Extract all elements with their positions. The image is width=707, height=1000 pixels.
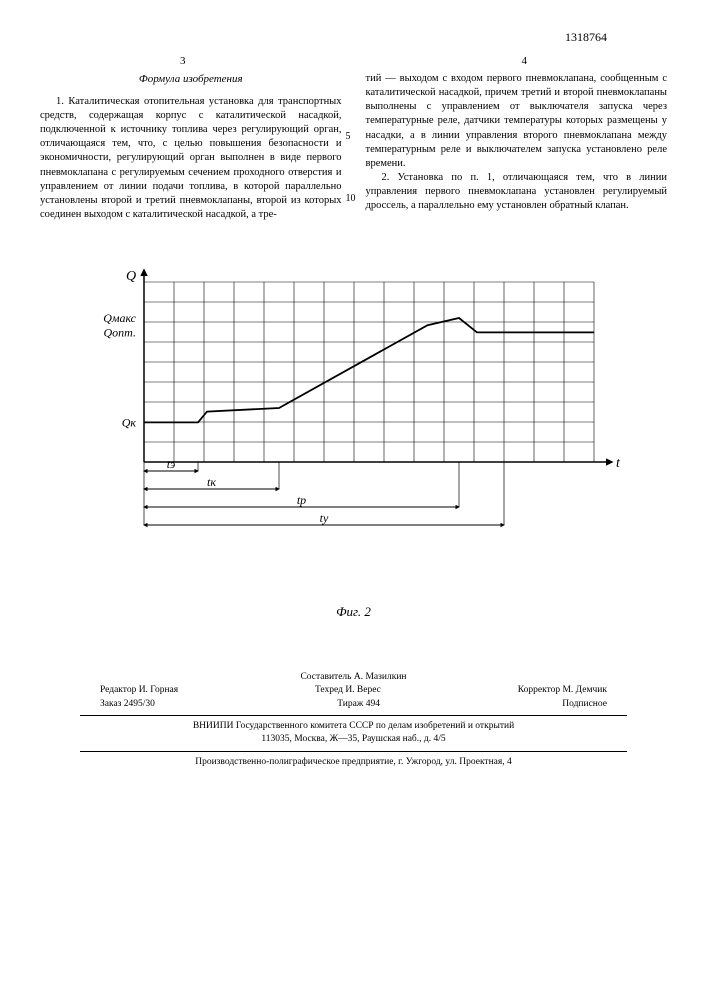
line-marker-5: 5 [346, 130, 351, 143]
claim-1-col2: тий — выходом с входом первого пневмокла… [366, 72, 668, 171]
chart-svg: Qt QмаксQопт. Qк tэ tк tрtу [74, 262, 634, 592]
footer-divider-1 [80, 715, 627, 716]
footer-order: Заказ 2495/30 [100, 698, 155, 711]
patent-number: 1318764 [40, 30, 667, 46]
footer-addr1: 113035, Москва, Ж—35, Раушская наб., д. … [40, 733, 667, 746]
svg-text:tэ: tэ [166, 457, 175, 471]
col-left-num: 3 [180, 54, 186, 68]
svg-text:Q: Q [126, 269, 136, 284]
body-text: 5 10 Формула изобретения 1. Каталитическ… [40, 72, 667, 222]
footer-editor: Редактор И. Горная [100, 684, 178, 697]
column-numbers: 3 4 [40, 54, 667, 68]
claims-title: Формула изобретения [40, 72, 342, 87]
svg-text:tу: tу [319, 511, 328, 525]
footer-org2: Производственно-полиграфическое предприя… [40, 756, 667, 769]
svg-text:tк: tк [207, 475, 216, 489]
footer: Составитель А. Мазилкин Редактор И. Горн… [40, 671, 667, 769]
footer-corrector: Корректор М. Демчик [518, 684, 607, 697]
figure-2: Qt QмаксQопт. Qк tэ tк tрtу Фиг. 2 [40, 262, 667, 621]
line-marker-10: 10 [346, 192, 356, 205]
figure-caption: Фиг. 2 [40, 604, 667, 621]
footer-techred: Техред И. Верес [315, 684, 381, 697]
footer-tirage: Тираж 494 [337, 698, 380, 711]
svg-text:Qмакс: Qмакс [103, 311, 136, 325]
footer-subscription: Подписное [562, 698, 607, 711]
col-right-num: 4 [522, 54, 528, 68]
svg-text:tр: tр [296, 493, 305, 507]
svg-text:Qопт.: Qопт. [103, 326, 135, 340]
footer-compiler: Составитель А. Мазилкин [40, 671, 667, 684]
svg-text:t: t [616, 456, 621, 471]
svg-text:Qк: Qк [121, 416, 136, 430]
footer-divider-2 [80, 751, 627, 752]
footer-org1: ВНИИПИ Государственного комитета СССР по… [40, 720, 667, 733]
claim-2: 2. Установка по п. 1, отличающаяся тем, … [366, 171, 668, 214]
claim-1-col1: 1. Каталитическая отопительная установка… [40, 95, 342, 223]
